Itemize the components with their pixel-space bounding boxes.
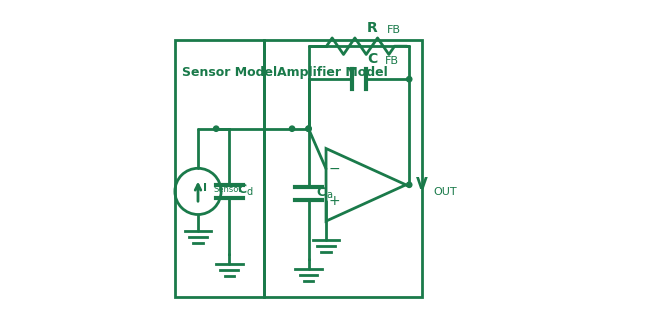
- Text: OUT: OUT: [433, 187, 457, 197]
- Circle shape: [407, 182, 412, 187]
- Circle shape: [214, 126, 218, 131]
- Text: C: C: [367, 52, 378, 66]
- Circle shape: [290, 126, 294, 131]
- Circle shape: [306, 126, 312, 131]
- Text: +: +: [329, 194, 340, 208]
- Text: Amplifier Model: Amplifier Model: [277, 66, 388, 79]
- Text: Sensor Model: Sensor Model: [182, 66, 277, 79]
- Text: a: a: [326, 190, 332, 200]
- Text: C: C: [238, 183, 247, 196]
- Text: d: d: [247, 187, 253, 197]
- Text: I: I: [203, 183, 207, 193]
- Text: Sensor: Sensor: [214, 185, 242, 194]
- Text: −: −: [329, 162, 340, 176]
- Circle shape: [407, 77, 412, 82]
- Text: FB: FB: [387, 25, 401, 35]
- Text: V: V: [416, 177, 428, 192]
- Text: FB: FB: [385, 56, 399, 66]
- Text: R: R: [367, 21, 378, 35]
- Circle shape: [306, 126, 312, 131]
- Text: C: C: [317, 186, 326, 199]
